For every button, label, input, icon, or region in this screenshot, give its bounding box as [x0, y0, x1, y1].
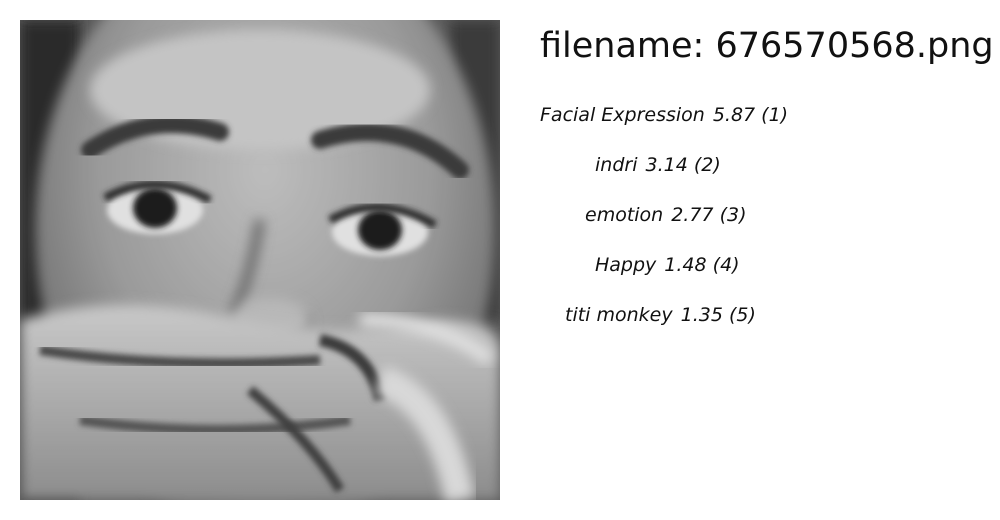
- prediction-rank: (1): [761, 104, 789, 126]
- prediction-label: indri: [595, 154, 638, 176]
- prediction-label: titi monkey: [565, 304, 673, 326]
- prediction-label: Facial Expression: [540, 104, 705, 126]
- filename-prefix: filename:: [540, 26, 716, 66]
- prediction-rank: (5): [728, 304, 756, 326]
- prediction-item-3: emotion 2.77 (3): [540, 198, 795, 248]
- filename-heading: filename: 676570568.png: [540, 24, 994, 68]
- prediction-rank: (4): [712, 254, 740, 276]
- prediction-label: emotion: [585, 204, 664, 226]
- prediction-rank: (3): [719, 204, 747, 226]
- prediction-item-5: titi monkey 1.35 (5): [540, 298, 795, 348]
- prediction-label: Happy: [595, 254, 657, 276]
- prediction-item-2: indri 3.14 (2): [540, 148, 795, 198]
- prediction-item-4: Happy 1.48 (4): [540, 248, 795, 298]
- filename-value: 676570568.png: [715, 26, 994, 66]
- prediction-rank: (2): [693, 154, 721, 176]
- face-photo: [20, 20, 500, 500]
- prediction-score: 1.35: [680, 304, 723, 326]
- prediction-score: 3.14: [645, 154, 688, 176]
- prediction-list: Facial Expression 5.87 (1) indri 3.14 (2) …: [540, 98, 795, 348]
- prediction-score: 5.87: [712, 104, 756, 126]
- prediction-score: 1.48: [664, 254, 707, 276]
- prediction-score: 2.77: [671, 204, 714, 226]
- face-photo-drawing: [20, 20, 500, 500]
- prediction-item-1: Facial Expression 5.87 (1): [540, 98, 795, 148]
